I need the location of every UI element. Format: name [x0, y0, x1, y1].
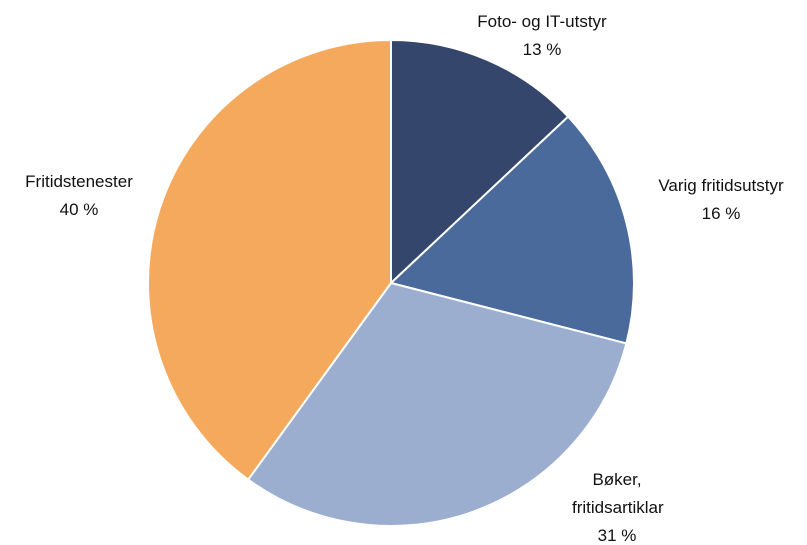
value-label: 31 % — [597, 526, 637, 545]
category-label: Varig fritidsutstyr — [658, 176, 784, 195]
pie-slice — [246, 281, 628, 527]
slice-label: Fritidstenester 40 % — [25, 168, 133, 224]
slice-label: Bøker, fritidsartiklar 31 % — [572, 466, 664, 545]
pie-slice — [388, 115, 635, 345]
value-label: 40 % — [59, 200, 99, 219]
slice-label: Foto- og IT-utstyr 13 % — [477, 8, 606, 64]
value-label: 13 % — [522, 40, 562, 59]
category-label: Foto- og IT-utstyr — [477, 12, 607, 31]
value-label: 16 % — [701, 204, 741, 223]
slice-label: Varig fritidsutstyr 16 % — [658, 172, 783, 228]
pie-slice — [390, 38, 570, 286]
category-label: Fritidstenester — [25, 172, 133, 191]
pie-slice — [147, 38, 392, 481]
category-label: Bøker, fritidsartiklar — [572, 470, 664, 517]
